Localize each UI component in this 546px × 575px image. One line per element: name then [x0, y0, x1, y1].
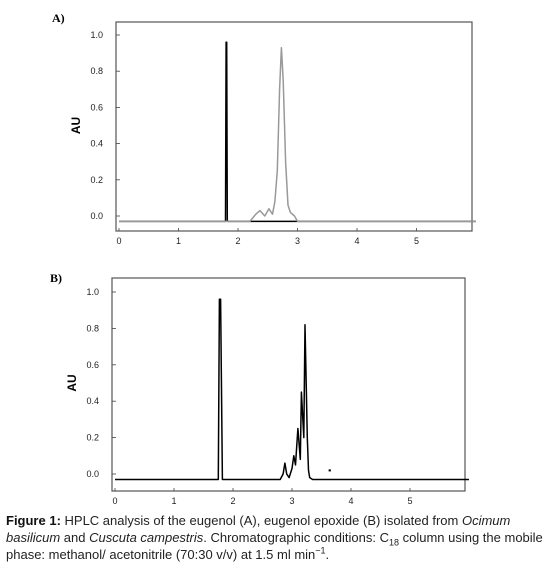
x-tick-label: 5	[407, 496, 412, 506]
panel-a-chromatogram: A) 0.0 0.2 0.4 0.6 0.8 1.0 0 1 2 3 4 5 AU	[52, 11, 476, 246]
y-tick-label: 0.6	[90, 102, 103, 112]
plot-frame	[115, 21, 473, 232]
y-tick-label: 0.6	[86, 360, 99, 370]
caption-superscript: −1	[315, 545, 326, 556]
x-tick-label: 1	[176, 236, 181, 246]
series-line-1	[115, 298, 469, 481]
caption-species-2: Cuscuta campestris	[89, 530, 204, 545]
caption-text-3: . Chromatographic conditions: C	[203, 530, 389, 545]
caption-text-2: and	[60, 530, 90, 545]
caption-species-1: Ocimum basilicum	[6, 513, 511, 545]
x-tick-label: 1	[171, 496, 176, 506]
y-tick-label: 0.0	[90, 211, 103, 221]
y-tick-label: 0.0	[86, 469, 99, 479]
series-line-1	[119, 41, 476, 223]
x-tick-label: 0	[116, 236, 121, 246]
y-axis-title: AU	[65, 374, 79, 391]
x-tick-label: 2	[230, 496, 235, 506]
plot-frame	[111, 277, 466, 492]
x-tick-label: 4	[354, 236, 359, 246]
x-tick-label: 0	[112, 496, 117, 506]
y-tick-label: 0.4	[90, 139, 103, 149]
x-tick-label: 3	[289, 496, 294, 506]
x-tick-label: 3	[295, 236, 300, 246]
y-tick-label: 0.4	[86, 396, 99, 406]
y-tick-label: 1.0	[90, 30, 103, 40]
series-line-2	[119, 46, 476, 223]
x-tick-label: 5	[414, 236, 419, 246]
y-tick-label: 0.8	[86, 323, 99, 333]
caption-text-1: HPLC analysis of the eugenol (A), eugeno…	[60, 513, 462, 528]
panel-label: A)	[52, 11, 65, 25]
y-tick-label: 0.2	[86, 433, 99, 443]
caption-text-4: column using the mobile phase: methanol/…	[6, 530, 543, 562]
caption-label: Figure 1:	[6, 513, 61, 528]
caption-c-subscript: 18	[388, 537, 399, 548]
y-axis-title: AU	[69, 117, 83, 134]
panel-b-chromatogram: B) 0.0 0.2 0.4 0.6 0.8 1.0 0 1 2 3 4 5 AU	[50, 271, 469, 506]
y-tick-label: 0.8	[90, 66, 103, 76]
panel-label: B)	[50, 271, 62, 285]
caption-text-5: .	[325, 547, 330, 562]
y-tick-label: 0.2	[90, 175, 103, 185]
y-tick-label: 1.0	[86, 287, 99, 297]
x-tick-label: 4	[348, 496, 353, 506]
x-tick-label: 2	[235, 236, 240, 246]
figure-caption: Figure 1: HPLC analysis of the eugenol (…	[6, 512, 544, 563]
